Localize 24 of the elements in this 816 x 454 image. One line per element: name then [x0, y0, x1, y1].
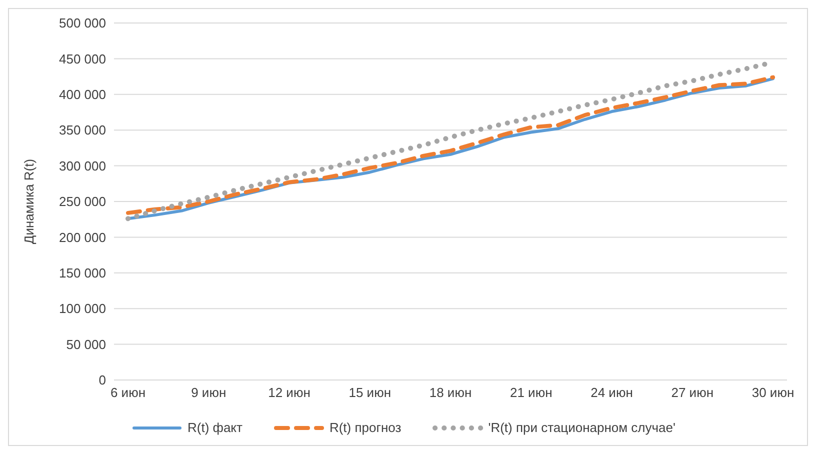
x-tick-label: 12 июн: [268, 385, 310, 400]
x-tick-label: 21 июн: [510, 385, 552, 400]
x-tick-label: 6 июн: [110, 385, 146, 400]
y-tick-label: 350 000: [59, 122, 106, 138]
x-tick-label: 27 июн: [671, 385, 714, 400]
x-tick-label: 15 июн: [348, 385, 392, 400]
y-tick-label: 100 000: [59, 301, 106, 316]
y-tick-label: 250 000: [59, 194, 106, 210]
y-tick-label: 0: [98, 372, 106, 388]
y-tick-label: 450 000: [59, 51, 106, 66]
y-tick-label: 50 000: [66, 336, 106, 352]
x-tick-label: 9 июн: [191, 385, 226, 400]
y-tick-label: 150 000: [59, 266, 106, 281]
x-tick-label: 18 июн: [429, 385, 472, 400]
x-tick-label: 30 июн: [752, 385, 794, 400]
legend-label: R(t) прогноз: [329, 420, 402, 435]
y-tick-label: 400 000: [59, 87, 106, 102]
legend-label: 'R(t) при стационарном случае': [488, 420, 676, 435]
legend-label: R(t) факт: [187, 420, 242, 435]
y-tick-label: 200 000: [59, 230, 106, 245]
y-tick-label: 500 000: [59, 16, 106, 31]
y-axis-title: Динамика R(t): [22, 158, 37, 244]
x-tick-label: 24 июн: [590, 385, 633, 400]
y-tick-label: 300 000: [59, 158, 106, 174]
